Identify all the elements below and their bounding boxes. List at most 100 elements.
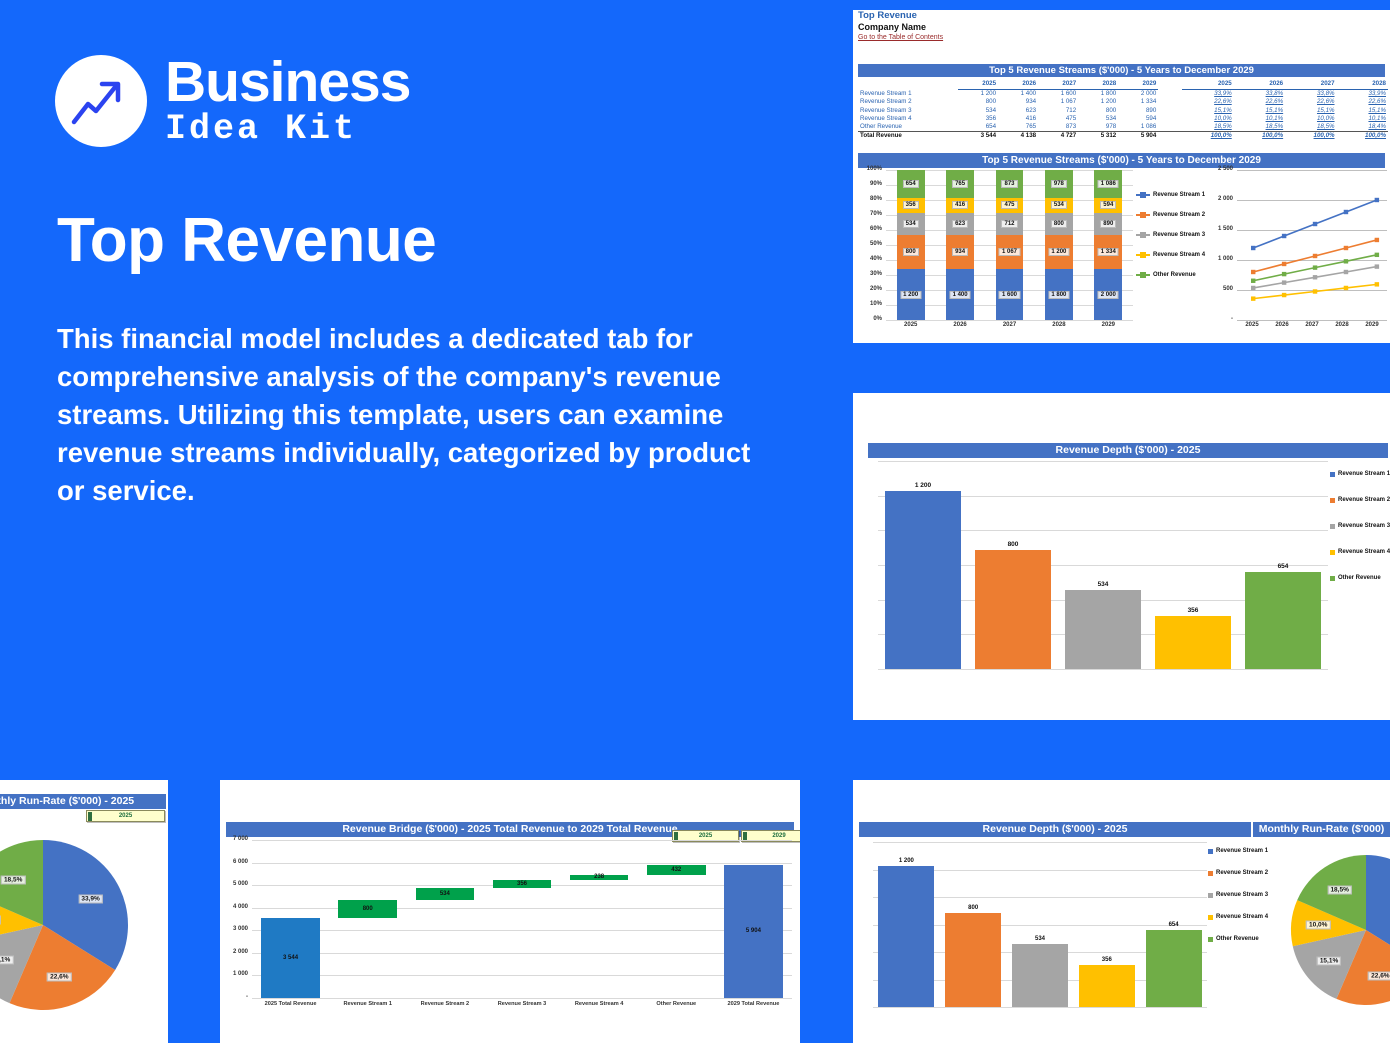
x-tick-label: 2029 Total Revenue [727,1001,780,1007]
bar-group: 534 [1058,461,1148,669]
line-series-group [1250,197,1380,301]
chart-title: Revenue Depth ($'000) - 2025 [868,443,1388,458]
x-tick-label: 2025 [904,322,918,328]
waterfall-group: 3 544 [252,840,329,998]
x-tick-label: 2029 [1101,322,1115,328]
bar-value-label: 934 [952,248,969,257]
slicer-year-2025[interactable]: 2025 [86,810,165,822]
legend-label: Revenue Stream 2 [1216,870,1269,876]
bar-value-label: 873 [1001,179,1018,188]
y-tick-label: 90% [869,181,882,187]
legend-marker [1136,231,1150,238]
waterfall-bar: 5 904 [724,864,783,998]
bar-value-label: 534 [439,890,450,897]
bar-value-label: 356 [516,880,527,887]
table-row: Revenue Stream 1 1 200 1 400 1 600 1 800… [860,89,1386,98]
slicer-bridge-end-year[interactable]: 2029 [741,830,800,842]
bar-value-label: 1 200 [898,857,914,864]
bar-value-label: 594 [1100,201,1117,210]
gridline [1237,320,1387,321]
waterfall-bar: 238 [569,874,629,880]
y-tick-label: 1 000 [1217,256,1233,262]
bar-value-label: 3 544 [283,955,299,961]
revenue-streams-table: 2025 2026 2027 2028 2029 2025 2026 2027 … [858,80,1388,141]
y-tick-label: - [246,994,248,1000]
gridline [252,952,792,954]
bar-segment: 800 [1045,212,1073,236]
table-of-contents-link[interactable]: Go to the Table of Contents [858,33,944,41]
sheet-company-name: Company Name [858,21,927,32]
y-tick-label: - [1231,316,1233,322]
legend-label: Revenue Stream 3 [1153,232,1206,238]
legend-marker [1136,271,1150,278]
bar-value-label: 534 [1034,936,1045,943]
bar-value-label: 5 904 [745,928,761,935]
table-header-row: 2025 2026 2027 2028 2029 2025 2026 2027 … [858,80,1388,91]
bar-value-label: 800 [362,905,373,912]
bar [885,490,961,669]
bar-segment: 873 [995,170,1024,198]
bar-group: 654 [1238,461,1328,669]
table-header-band: Top 5 Revenue Streams ($'000) - 5 Years … [858,64,1385,77]
bar-segment: 800 [896,235,925,270]
x-tick-label: 2025 [1245,322,1259,328]
y-tick-label: 3 000 [232,926,248,933]
plot-area [1237,170,1387,321]
bar-value-label: 712 [1001,220,1018,229]
legend-item-1: Revenue Stream 1 [1208,848,1268,854]
legend-label: Revenue Stream 2 [1153,212,1206,218]
card-revenue-depth-large: Revenue Depth ($'000) - 2025 1 200 800 534… [853,393,1390,720]
bar-segment: 416 [946,197,974,213]
table-row: Revenue Stream 3 534 623 712 800 890 15,… [860,106,1386,114]
x-tick-label: 2025 Total Revenue [264,1001,317,1007]
bar-value-label: 800 [902,248,919,257]
x-tick-label: Other Revenue [656,1001,697,1007]
bar-value-label: 534 [902,220,919,229]
gridline [1237,290,1387,291]
y-tick-label: 2 000 [232,948,248,955]
legend-label: Revenue Stream 4 [1153,252,1206,258]
x-tick-label: 2026 [1275,322,1289,328]
bar-value-label: 765 [952,179,969,188]
legend-item-5: Other Revenue [1208,936,1266,942]
x-tick-label: Revenue Stream 1 [343,1001,392,1007]
pie-slices [0,840,128,1010]
gridline [886,320,1133,321]
page-title: Top Revenue [57,206,437,275]
legend-swatch [1208,870,1213,876]
legend-item-4: Revenue Stream 4 [1136,251,1218,258]
bar-group: 356 [1073,842,1140,1007]
legend-label: Revenue Stream 3 [1216,892,1269,898]
legend-swatch [1208,892,1213,898]
chart-revenue-depth-small: 1 200 800 534 356 654 [857,842,1207,1012]
pie-chart: 33,9% 22,6% 15,1% 10,0% 18,5% [0,840,128,1010]
bar-value-label: 356 [1101,957,1112,964]
card-top-revenue-sheet: Top Revenue Company Name Go to the Table… [853,10,1390,343]
chart-stacked-100-percent: 0% 10% 20% 30% 40% 50% 60% 70% 80% 90% 100% 654 356… [858,166,1218,343]
gridline [1237,170,1387,171]
slicer-bridge-start-year[interactable]: 2025 [672,830,739,842]
legend-item-4: Revenue Stream 4 [1208,914,1268,920]
pie-value-label: 10,0% [1306,920,1331,930]
x-tick-label: Revenue Stream 3 [497,1001,547,1007]
legend-swatch [1208,936,1213,942]
gridline [873,1007,1207,1008]
legend-item-1: Revenue Stream 1 [1136,191,1218,198]
bar-value-label: 623 [952,220,969,229]
gridline [873,924,1207,926]
legend-label: Revenue Stream 2 [1338,497,1390,503]
bar-segment: 356 [896,197,925,213]
gridline [873,842,1207,843]
y-tick-label: 10% [869,301,882,307]
table-total-row: Total Revenue 3 544 4 138 4 727 5 312 5 … [858,131,1388,141]
gridline [873,897,1207,898]
bar-segment: 1 600 [995,269,1024,320]
x-tick-label: 2029 [1365,322,1379,328]
pie-value-label: 15,1% [0,955,14,965]
bar-group: 765 416 623 934 1 400 [935,170,984,320]
pie-value-label: 10,0% [0,915,2,925]
bar-value-label: 1 200 [900,290,922,299]
bar-value-label: 654 [1168,921,1179,928]
bar-segment: 1 400 [946,269,974,320]
bar-group: 873 475 712 1 067 1 600 [985,170,1034,320]
